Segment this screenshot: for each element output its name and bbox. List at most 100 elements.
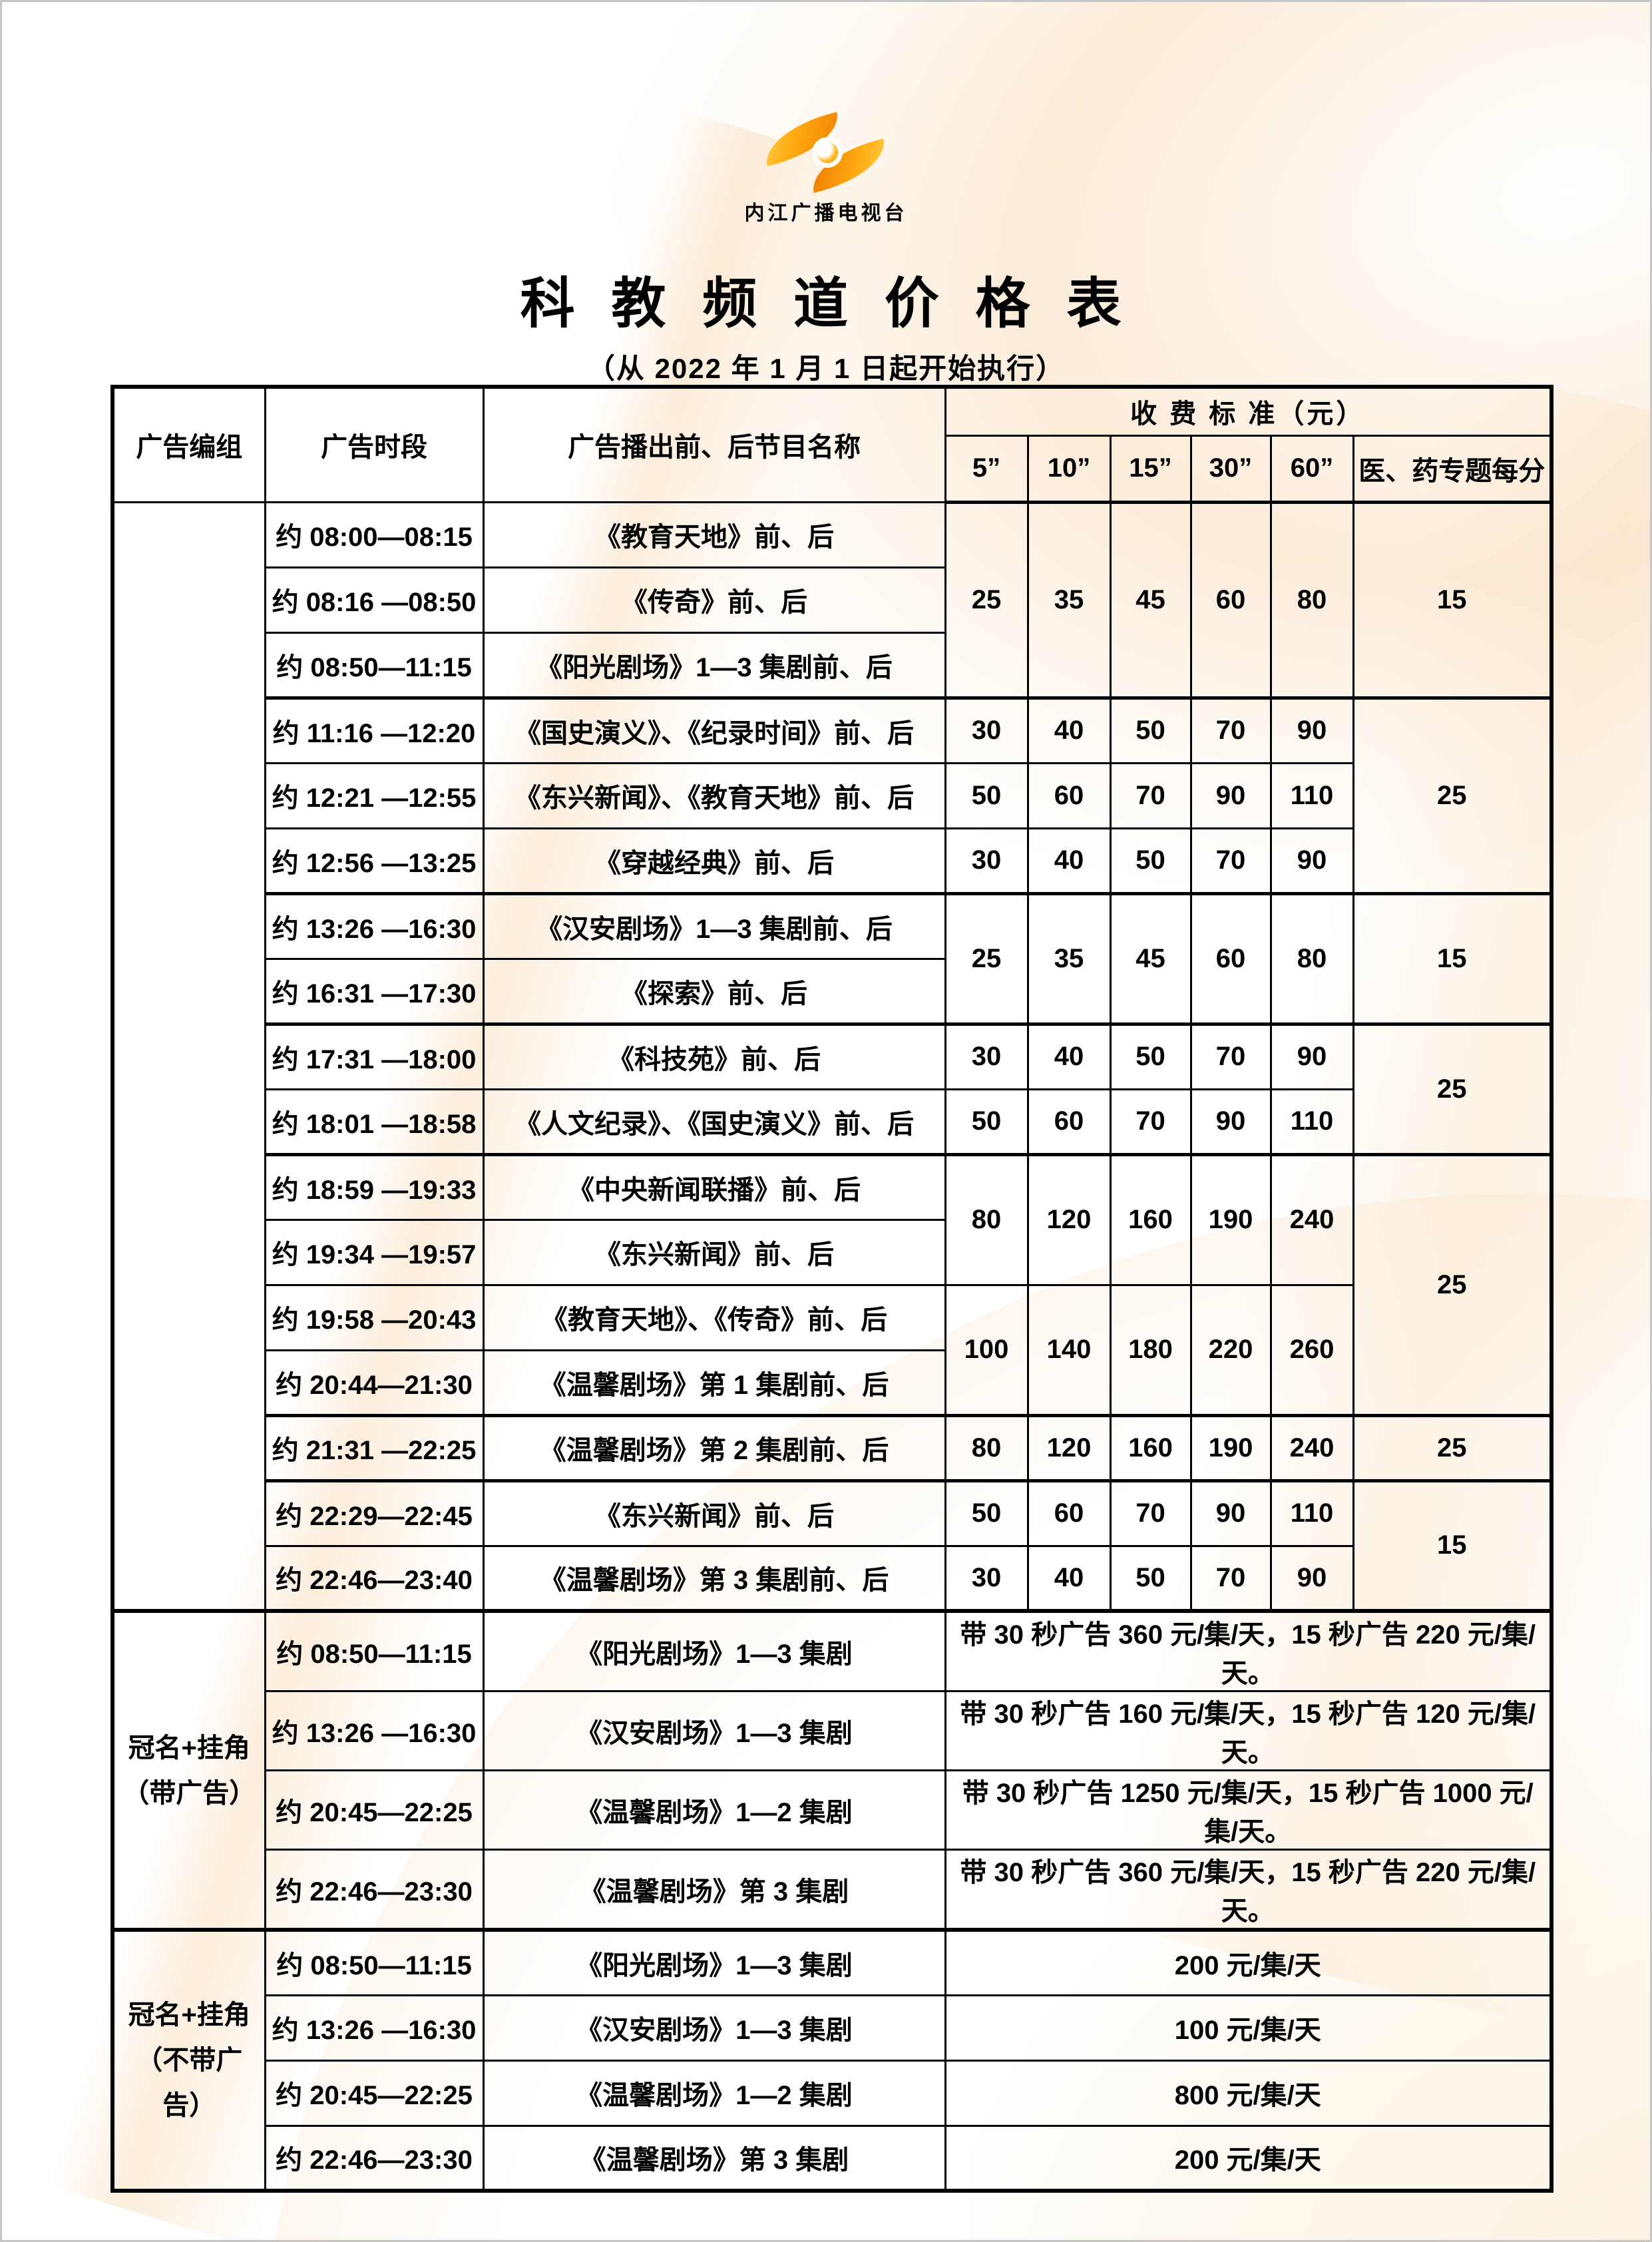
price-5s-cell: 50 [944, 762, 1029, 829]
price-30s-cell: 70 [1189, 696, 1272, 764]
time-slot-cell: 约 08:50—11:15 [264, 1610, 485, 1692]
time-slot-cell: 约 19:58 —20:43 [264, 1283, 485, 1351]
price-15s-cell: 50 [1109, 1022, 1192, 1090]
ad-group-label-line: 冠名+挂角 [128, 1733, 250, 1763]
time-slot-cell: 约 22:29—22:45 [264, 1479, 485, 1547]
table-row: 约 21:31 —22:25 《温馨剧场》第 2 集剧前、后 80 120 16… [112, 1414, 1553, 1482]
program-cell: 《人文纪录》、《国史演义》前、后 [482, 1088, 946, 1156]
program-cell: 《国史演义》、《纪录时间》前、后 [482, 696, 946, 764]
program-cell: 《温馨剧场》第 3 集剧 [482, 2124, 946, 2192]
price-30s-cell: 70 [1189, 827, 1272, 895]
price-5s-cell: 30 [944, 827, 1029, 895]
price-15s-cell: 180 [1109, 1283, 1192, 1417]
price-60s-cell: 80 [1269, 501, 1354, 700]
price-30s-cell: 220 [1189, 1283, 1272, 1417]
price-15s-cell: 50 [1109, 696, 1192, 764]
price-60s-cell: 240 [1269, 1153, 1354, 1286]
price-30s-cell: 70 [1189, 1544, 1272, 1613]
price-10s-cell: 120 [1026, 1414, 1112, 1482]
table-row: 约 22:46—23:30 《温馨剧场》第 3 集剧 带 30 秒广告 360 … [112, 1849, 1553, 1932]
price-10s-cell: 120 [1026, 1153, 1112, 1286]
table-row: 约 19:58 —20:43 《教育天地》、《传奇》前、后 100 140 18… [112, 1283, 1551, 1417]
time-slot-cell: 约 08:50—11:15 [264, 631, 485, 700]
medical-rate-cell: 15 [1352, 1479, 1553, 1613]
table-row: 约 17:31 —18:00 《科技苑》前、后 30 40 50 70 90 2… [112, 1022, 1553, 1156]
header-30s: 30” [1189, 434, 1272, 504]
ad-group-label-line: （不带广 [136, 2046, 243, 2075]
package-price-cell: 200 元/集/天 [944, 1928, 1553, 1996]
program-cell: 《汉安剧场》1—3 集剧前、后 [482, 892, 946, 960]
page-header: 内江广播电视台 科 教 频 道 价 格 表 （从 2022 年 1 月 1 日起… [2, 2, 1650, 387]
time-slot-cell: 约 13:26 —16:30 [264, 892, 485, 960]
time-slot-cell: 约 22:46—23:40 [264, 1544, 485, 1613]
table-row: 约 12:56 —13:25 《穿越经典》前、后 30 40 50 70 90 [112, 827, 1551, 895]
table-row: 约 18:59 —19:33 《中央新闻联播》前、后 80 120 160 19… [112, 1153, 1553, 1417]
table-row: 约 20:45—22:25 《温馨剧场》1—2 集剧 带 30 秒广告 1250… [112, 1769, 1553, 1851]
package-price-cell: 带 30 秒广告 1250 元/集/天，15 秒广告 1000 元/集/天。 [944, 1769, 1553, 1851]
program-cell: 《温馨剧场》第 1 集剧前、后 [482, 1349, 946, 1417]
program-cell: 《东兴新闻》、《教育天地》前、后 [482, 762, 946, 829]
time-slot-cell: 约 20:45—22:25 [264, 1769, 485, 1851]
price-15s-cell: 50 [1109, 1544, 1192, 1613]
price-30s-cell: 90 [1189, 1479, 1272, 1547]
table-row: 约 18:01 —18:58 《人文纪录》、《国史演义》前、后 50 60 70… [112, 1088, 1551, 1156]
price-10s-cell: 40 [1026, 1544, 1112, 1613]
price-15s-cell: 45 [1109, 501, 1192, 700]
table-row: 冠名+挂角 （不带广 告） 约 08:50—11:15 《阳光剧场》1—3 集剧… [111, 1928, 1553, 2192]
price-15s-cell: 70 [1109, 1088, 1192, 1156]
effective-date: （从 2022 年 1 月 1 日起开始执行） [586, 353, 1066, 384]
program-cell: 《传奇》前、后 [482, 566, 946, 634]
package-price-cell: 带 30 秒广告 360 元/集/天，15 秒广告 220 元/集/天。 [944, 1610, 1553, 1692]
time-slot-cell: 约 12:21 —12:55 [264, 762, 485, 829]
price-5s-cell: 30 [944, 1022, 1029, 1090]
price-60s-cell: 110 [1269, 762, 1354, 829]
price-10s-cell: 40 [1026, 827, 1112, 895]
header-program: 广告播出前、后节目名称 [482, 385, 946, 503]
price-30s-cell: 190 [1189, 1414, 1272, 1482]
program-cell: 《阳光剧场》1—3 集剧前、后 [482, 631, 946, 700]
price-5s-cell: 30 [944, 1544, 1029, 1613]
header-5s: 5” [944, 434, 1029, 504]
header-time-slot: 广告时段 [264, 385, 485, 503]
program-cell: 《教育天地》、《传奇》前、后 [482, 1283, 946, 1351]
ad-group-label: 冠名+挂角 （带广告） [111, 1610, 266, 1932]
price-15s-cell: 70 [1109, 1479, 1192, 1547]
price-5s-cell: 80 [944, 1414, 1029, 1482]
time-slot-cell: 约 08:00—08:15 [264, 501, 485, 568]
price-5s-cell: 50 [944, 1088, 1029, 1156]
ad-group-label: 冠名+挂角 （不带广 告） [111, 1928, 266, 2192]
time-slot-cell: 约 18:01 —18:58 [264, 1088, 485, 1156]
time-slot-cell: 约 22:46—23:30 [264, 1849, 485, 1932]
price-30s-cell: 190 [1189, 1153, 1272, 1286]
ad-group-empty [111, 501, 266, 1613]
program-cell: 《汉安剧场》1—3 集剧 [482, 1690, 946, 1771]
price-60s-cell: 90 [1269, 827, 1354, 895]
medical-rate-cell: 25 [1352, 1022, 1553, 1156]
table-row: 约 13:26 —16:30 《汉安剧场》1—3 集剧 带 30 秒广告 160… [112, 1690, 1553, 1771]
program-cell: 《科技苑》前、后 [482, 1022, 946, 1090]
price-30s-cell: 60 [1189, 501, 1272, 700]
program-cell: 《穿越经典》前、后 [482, 827, 946, 895]
program-cell: 《阳光剧场》1—3 集剧 [482, 1610, 946, 1692]
header-medical: 医、药专题每分 [1352, 434, 1553, 504]
medical-rate-cell: 15 [1352, 892, 1553, 1026]
price-60s-cell: 90 [1269, 1544, 1354, 1613]
program-cell: 《温馨剧场》1—2 集剧 [482, 2059, 946, 2127]
price-10s-cell: 40 [1026, 696, 1112, 764]
price-15s-cell: 50 [1109, 827, 1192, 895]
header-60s: 60” [1269, 434, 1354, 504]
ad-group-label-line: 冠名+挂角 [128, 2000, 250, 2030]
price-60s-cell: 240 [1269, 1414, 1354, 1482]
program-cell: 《东兴新闻》前、后 [482, 1479, 946, 1547]
price-30s-cell: 70 [1189, 1022, 1272, 1090]
station-logo [759, 112, 893, 193]
logo-swirl-center-icon [817, 142, 838, 163]
price-5s-cell: 80 [944, 1153, 1029, 1286]
medical-rate-cell: 25 [1352, 1414, 1553, 1482]
price-30s-cell: 60 [1189, 892, 1272, 1026]
time-slot-cell: 约 08:50—11:15 [264, 1928, 485, 1996]
price-5s-cell: 25 [944, 892, 1029, 1026]
table-row: 冠名+挂角 （带广告） 约 08:50—11:15 《阳光剧场》1—3 集剧 带… [111, 1610, 1553, 1932]
package-price-cell: 带 30 秒广告 360 元/集/天，15 秒广告 220 元/集/天。 [944, 1849, 1553, 1932]
time-slot-cell: 约 20:45—22:25 [264, 2059, 485, 2127]
